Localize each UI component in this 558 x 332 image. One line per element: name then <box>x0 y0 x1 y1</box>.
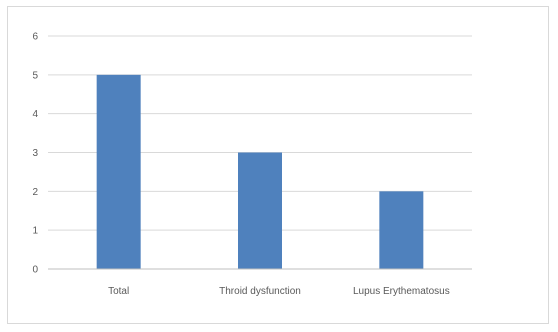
y-tick-label: 3 <box>32 148 38 159</box>
x-axis-tick-labels: Total Throid dysfunction Lupus Erythematos… <box>108 286 450 297</box>
bar-total <box>96 74 141 269</box>
x-tick-label: Total <box>108 286 129 297</box>
y-tick-label: 4 <box>32 109 38 120</box>
x-tick-label: Throid dysfunction <box>219 286 301 297</box>
bar-throid-dysfunction <box>238 152 282 269</box>
y-axis-tick-labels: 0 1 2 3 4 5 6 <box>32 32 38 276</box>
y-tick-label: 2 <box>32 187 38 198</box>
y-tick-label: 6 <box>32 32 38 43</box>
y-tick-label: 0 <box>32 265 38 276</box>
bars <box>96 74 424 269</box>
y-tick-label: 1 <box>32 226 38 237</box>
bar-lupus-erythematosus <box>379 191 424 269</box>
x-tick-label: Lupus Erythematosus <box>353 286 450 297</box>
y-tick-label: 5 <box>32 70 38 81</box>
